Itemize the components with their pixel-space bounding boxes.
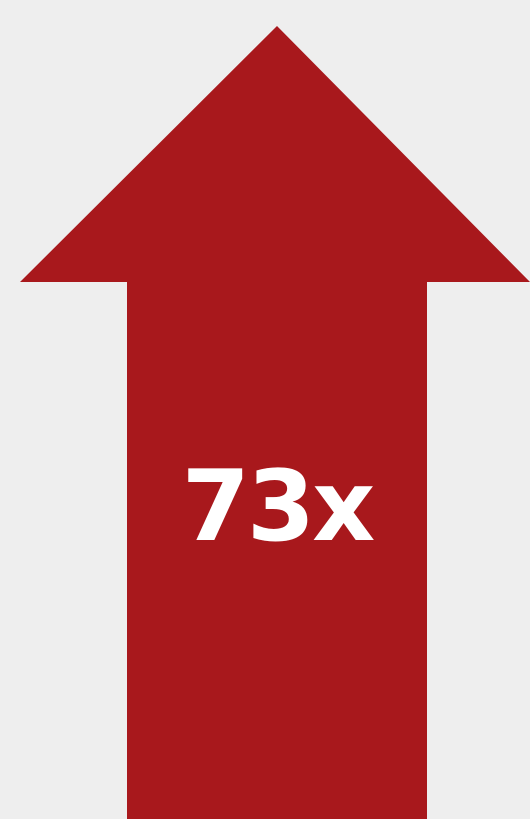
up-arrow-icon (20, 26, 530, 819)
multiplier-value: 73x (181, 450, 376, 564)
